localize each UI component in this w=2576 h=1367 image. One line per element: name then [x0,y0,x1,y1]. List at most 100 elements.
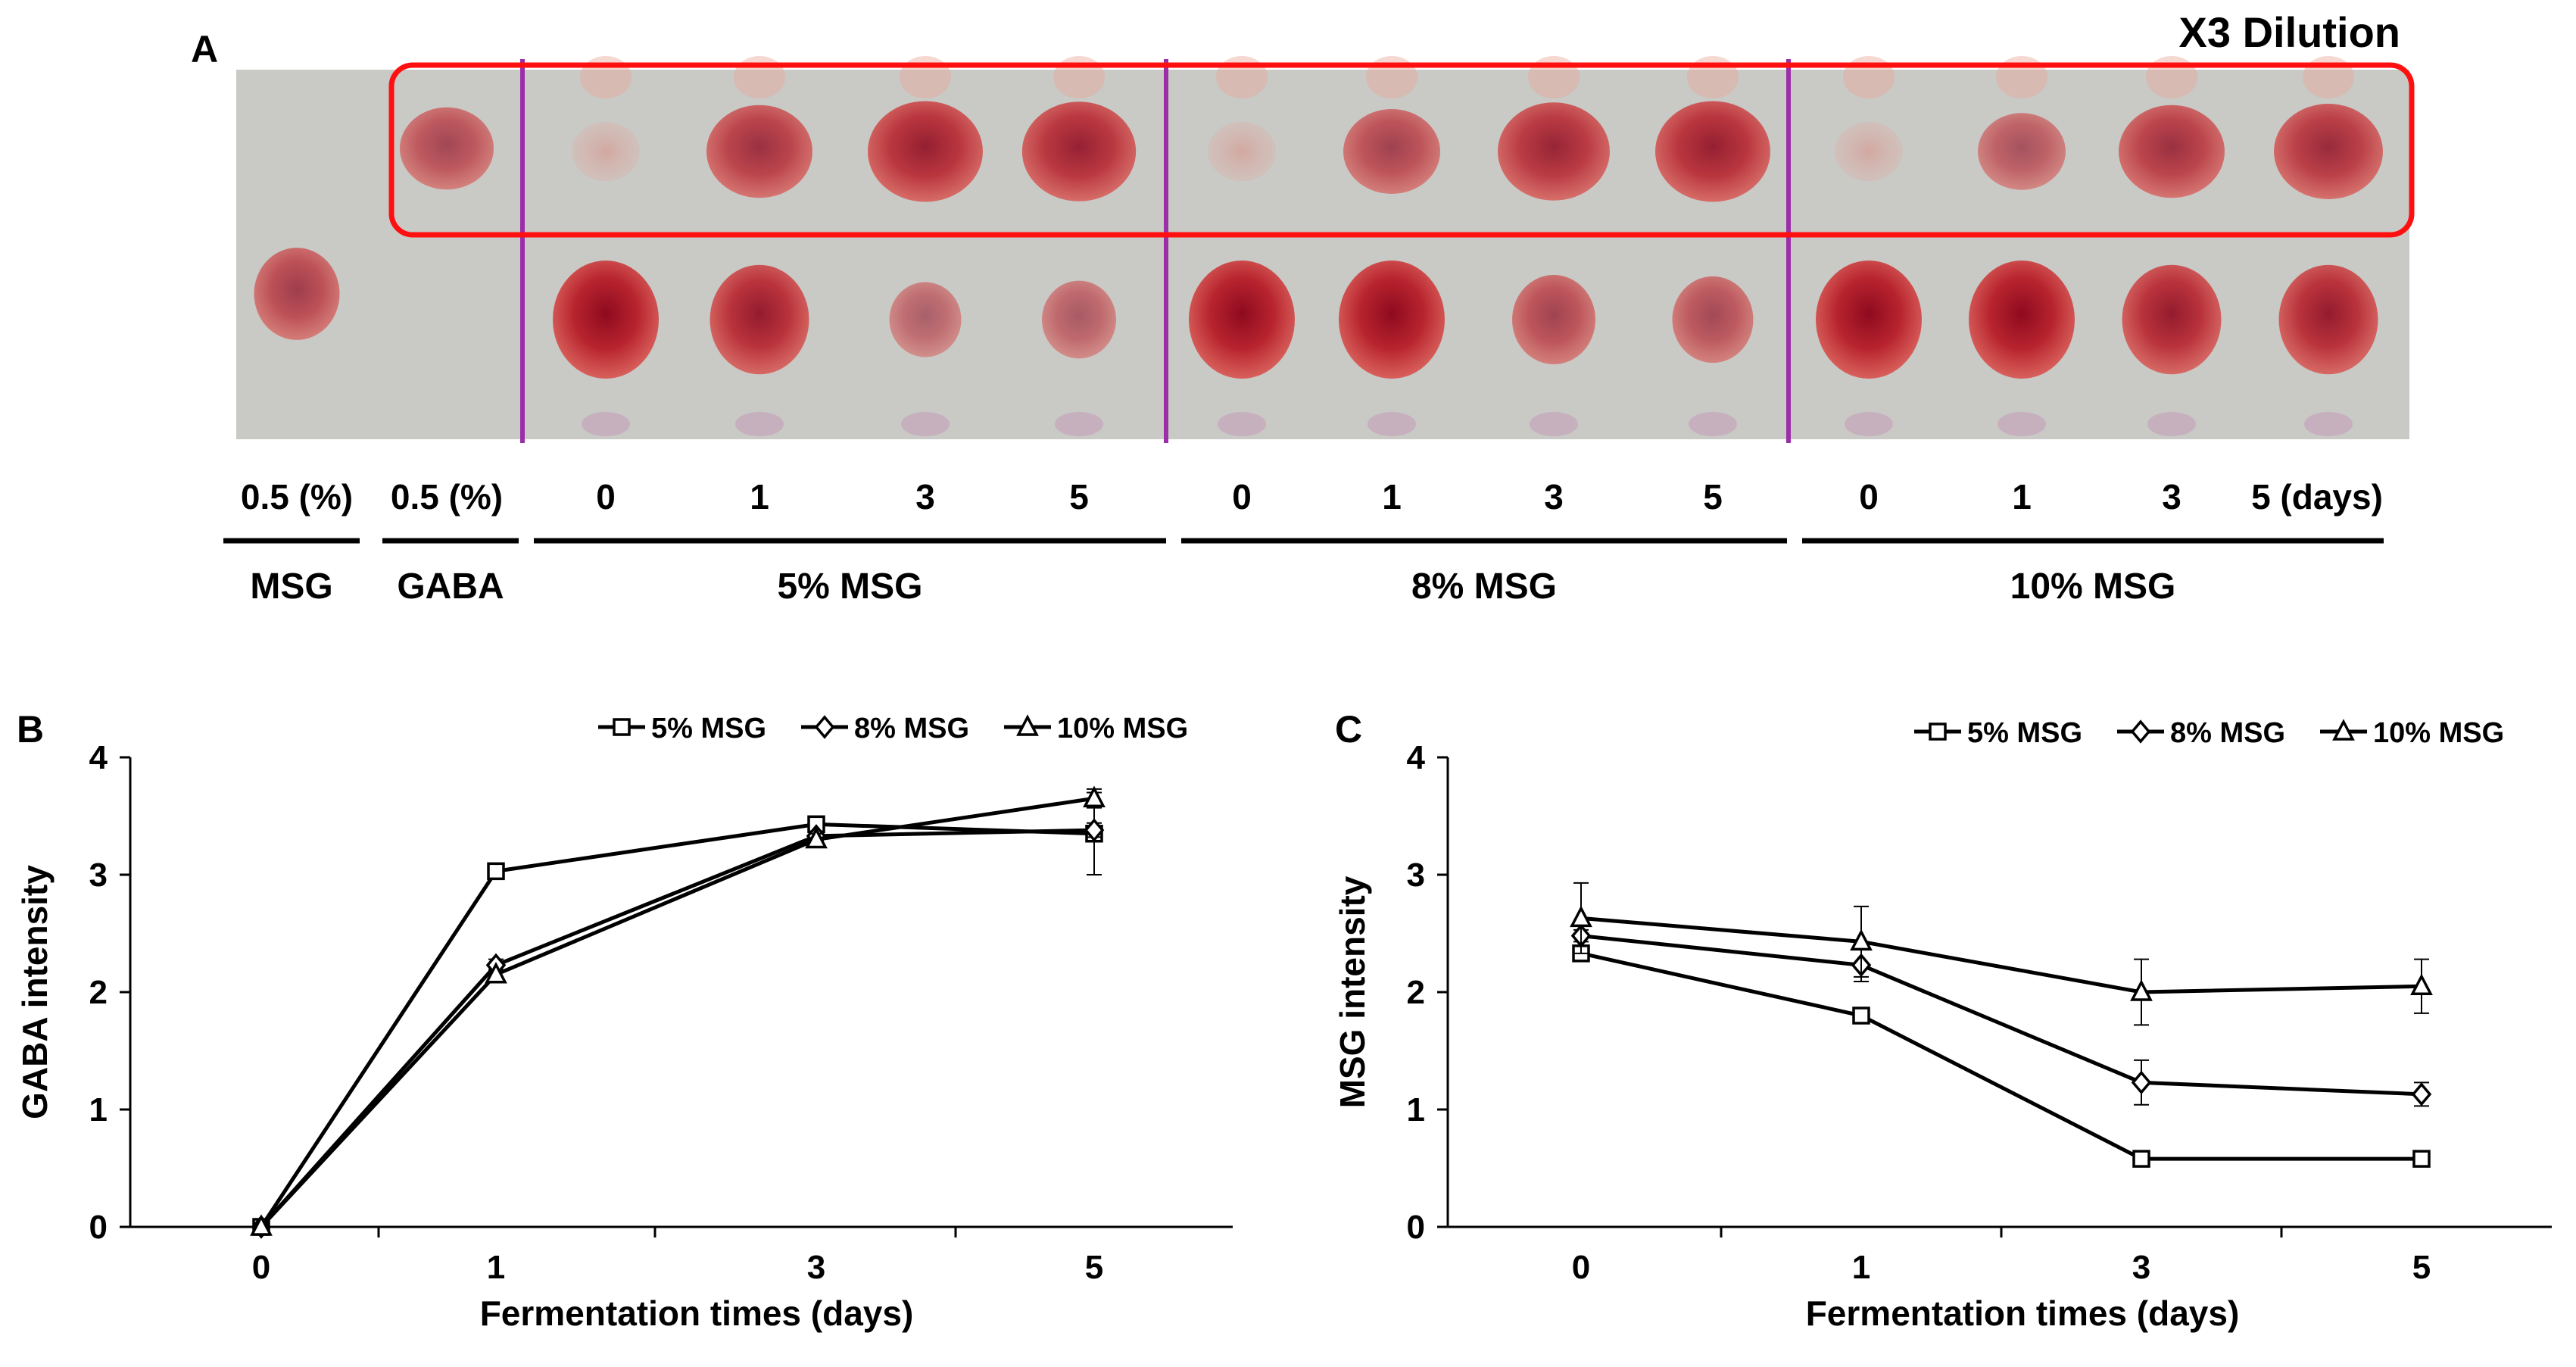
group-label-3: 5% MSG [777,566,922,607]
group-label-5: 10% MSG [2010,566,2176,607]
tlc-plate [236,70,2409,439]
gaba-spot-6 [1021,101,1137,201]
solvent-front-spot-14 [2303,56,2354,98]
lane-label-3: 0 [596,477,616,517]
gaba-spot-3 [572,121,640,182]
solvent-front-spot-10 [1687,56,1739,98]
panel-b: B 0 1 2 3 4 0 1 3 5 Fermentation times (days) GABA… [15,708,1233,1333]
lane-label-1: 0.5 (%) [241,477,353,517]
legend: 5% MSG 8% MSG 10% MSG [1914,717,2504,749]
gaba-spot-14 [2274,104,2383,199]
x-tick-label-1: 1 [1852,1249,1870,1286]
series-8-msg [251,818,1105,1239]
legend: 5% MSG 8% MSG 10% MSG [598,713,1188,744]
data-point-1 [250,1214,273,1236]
msg-spot-13 [2122,264,2222,375]
legend-label-2: 8% MSG [854,713,969,744]
data-point-4 [2411,1082,2432,1106]
y-tick-label-3: 3 [89,857,108,894]
data-point-3 [2131,1070,2152,1095]
solvent-front-spot-9 [1528,56,1580,98]
msg-spot-11 [1816,261,1922,379]
panel-c: C 0 1 2 3 4 0 1 3 5 Fermentation times (days) MSG … [1333,708,2552,1333]
panel-c-letter: C [1335,708,1362,751]
gaba-spot-9 [1498,102,1610,201]
y-tick-label-0: 0 [1407,1209,1425,1246]
gaba-spot-5 [868,101,983,202]
solvent-front-spot-4 [734,56,785,98]
origin-smear-7 [1218,412,1266,436]
origin-smear-8 [1368,412,1416,436]
x-tick-label-0: 0 [1572,1249,1590,1286]
data-point-4 [2410,973,2433,995]
origin-smear-3 [582,412,630,436]
legend-marker-1 [1929,723,1947,741]
data-point-2 [1850,928,1873,951]
legend-marker-2 [2130,719,2151,744]
gaba-spot-4 [706,105,812,198]
tlc-spots [254,56,2383,436]
solvent-front-spot-3 [580,56,632,98]
lane-label-6: 5 [1069,477,1089,517]
origin-smear-11 [1845,412,1893,436]
msg-spot-10 [1672,276,1754,364]
origin-smear-6 [1055,412,1103,436]
x-tick-label-1: 1 [487,1249,505,1286]
y-tick-label-2: 2 [89,974,108,1011]
series-line [260,796,1095,1228]
legend-label-3: 10% MSG [1057,713,1188,744]
series-line [1580,916,2422,994]
data-point-2 [487,862,505,881]
tlc-dividers [520,59,1791,443]
legend-label-3: 10% MSG [2373,717,2504,749]
series-10-msg [250,785,1106,1236]
y-tick-label-3: 3 [1407,857,1425,894]
panel-a: A X3 Dilution 0.5 (%) 0.5 (%) 0 1 3 5 0 1 3 5 0 1 3 5… [191,8,2415,607]
origin-smear-14 [2304,412,2353,436]
series-5-msg [252,791,1103,1236]
panel-a-letter: A [191,28,218,70]
series-8-msg [1570,923,2432,1107]
data-point-2 [1852,1007,1870,1025]
legend-marker-1 [613,718,631,736]
group-labels: MSG GABA 5% MSG 8% MSG 10% MSG [223,538,2384,607]
gaba-spot-10 [1655,101,1770,202]
legend-marker-3 [1016,714,1039,736]
origin-smear-10 [1689,412,1737,436]
lane-label-13: 3 [2162,477,2181,517]
solvent-front-spot-13 [2146,56,2197,98]
lane-label-14: 5 (days) [2251,477,2383,517]
gaba-spot-13 [2119,105,2225,198]
origin-smear-9 [1530,412,1578,436]
origin-smear-13 [2147,412,2196,436]
dilution-note: X3 Dilution [2179,8,2400,56]
data-point-3 [2132,1150,2150,1168]
data-point-1 [1570,905,1592,928]
x-axis-title: Fermentation times (days) [480,1294,914,1333]
lane-label-10: 5 [1703,477,1723,517]
msg-spot-14 [2278,264,2378,375]
x-tick-label-3: 3 [807,1249,825,1286]
group-label-2: GABA [397,566,504,607]
msg-intensity-chart: 0 1 2 3 4 0 1 3 5 Fermentation times (days) MSG in… [1333,717,2552,1333]
y-axis-title: GABA intensity [15,865,55,1119]
msg-spot-8 [1339,261,1445,379]
gaba-spot-12 [1978,113,2066,190]
x-tick-label-0: 0 [252,1249,270,1286]
solvent-front-spot-12 [1996,56,2047,98]
y-tick-label-0: 0 [89,1209,108,1246]
msg-spot-3 [553,261,659,379]
legend-marker-3 [2332,719,2355,741]
gaba-spot-7 [1208,121,1276,182]
y-tick-label-1: 1 [1407,1091,1425,1128]
lane-label-5: 3 [915,477,935,517]
msg-spot-1 [254,248,340,340]
msg-spot-12 [1969,261,2075,379]
origin-smear-5 [901,412,950,436]
y-tick-label-4: 4 [1407,739,1426,776]
data-point-4 [2412,1150,2431,1168]
msg-spot-7 [1189,261,1295,379]
solvent-front-spot-6 [1053,56,1105,98]
series-5-msg [1572,944,2431,1168]
